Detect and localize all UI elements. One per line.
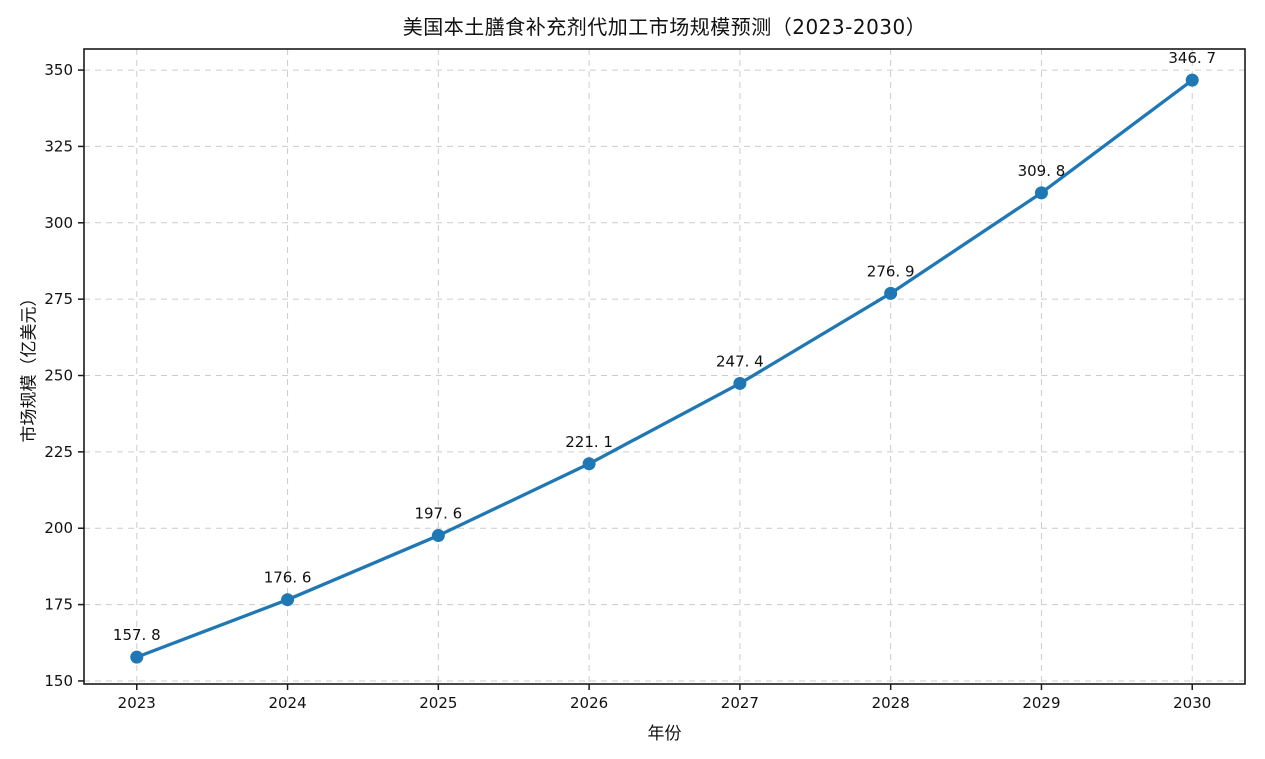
data-point-label: 276. 9	[867, 262, 915, 280]
y-tick-label: 300	[44, 214, 73, 232]
data-point-label: 247. 4	[716, 352, 764, 370]
x-tick-label: 2023	[118, 694, 156, 712]
x-tick-label: 2030	[1173, 694, 1211, 712]
data-point-label: 309. 8	[1018, 162, 1066, 180]
data-point-marker	[281, 593, 295, 607]
y-tick-label: 275	[44, 290, 73, 308]
data-point-marker	[884, 286, 898, 300]
y-tick-label: 150	[44, 672, 73, 690]
data-point-marker	[733, 376, 747, 390]
data-point-marker	[1185, 73, 1199, 87]
y-tick-label: 225	[44, 443, 73, 461]
x-tick-label: 2024	[268, 694, 306, 712]
data-point-label: 346. 7	[1168, 49, 1216, 67]
chart-title: 美国本土膳食补充剂代加工市场规模预测（2023-2030）	[402, 15, 927, 39]
x-tick-label: 2027	[721, 694, 759, 712]
y-tick-label: 200	[44, 519, 73, 537]
data-point-label: 176. 6	[264, 569, 312, 587]
data-point-label: 221. 1	[565, 433, 613, 451]
y-tick-label: 350	[44, 61, 73, 79]
data-point-marker	[431, 529, 445, 543]
x-tick-label: 2026	[570, 694, 608, 712]
data-point-marker	[582, 457, 596, 471]
data-point-marker	[1034, 186, 1048, 200]
y-tick-label: 250	[44, 367, 73, 385]
plot-border	[83, 48, 1246, 685]
y-tick-label: 325	[44, 137, 73, 155]
x-tick-label: 2028	[872, 694, 910, 712]
y-tick-label: 175	[44, 596, 73, 614]
x-tick-label: 2029	[1022, 694, 1060, 712]
x-axis-label: 年份	[647, 724, 682, 744]
x-tick-label: 2025	[419, 694, 457, 712]
data-point-label: 197. 6	[414, 505, 462, 523]
data-point-marker	[130, 650, 144, 664]
data-line	[135, 78, 1194, 659]
y-axis-label: 市场规模（亿美元）	[19, 289, 40, 443]
data-point-label: 157. 8	[113, 626, 161, 644]
